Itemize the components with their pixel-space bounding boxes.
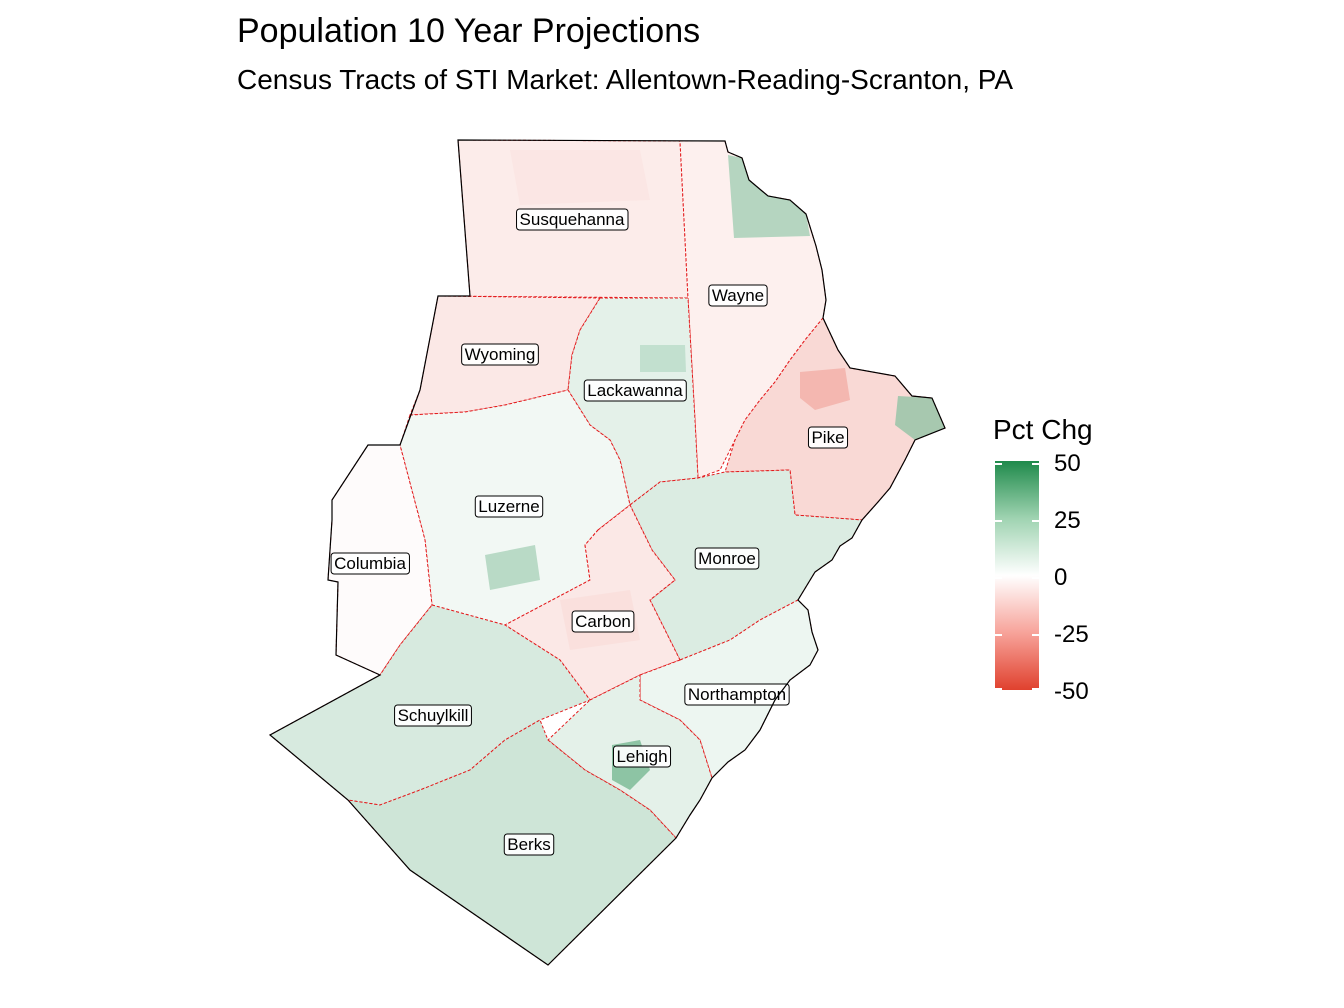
county-label-text: Berks xyxy=(507,835,550,854)
tract-shading-patch xyxy=(640,345,686,372)
legend-tick-mark xyxy=(995,634,1002,636)
county-label-berks: Berks xyxy=(503,833,555,856)
county-label-box xyxy=(694,547,760,570)
tract-shading-patch xyxy=(485,545,540,590)
legend-tick-mark xyxy=(1032,688,1039,690)
legend-color-bar xyxy=(995,461,1039,690)
county-label-text: Carbon xyxy=(575,612,631,631)
county-label-box xyxy=(708,284,768,307)
legend-tick-mark xyxy=(1032,520,1039,522)
county-label-text: Columbia xyxy=(334,554,406,573)
county-label-box xyxy=(516,208,629,231)
county-label-text: Lehigh xyxy=(616,747,667,766)
tract-shading-patch xyxy=(800,368,850,410)
county-label-text: Wayne xyxy=(712,286,764,305)
tract-shading-patch xyxy=(510,150,650,205)
county-label-box xyxy=(807,426,849,449)
county-label-text: Monroe xyxy=(698,549,756,568)
legend-tick-mark xyxy=(995,688,1002,690)
county-label-text: Susquehanna xyxy=(520,210,625,229)
county-label-text: Lackawanna xyxy=(587,381,683,400)
legend-tick-mark xyxy=(995,577,1002,579)
map-title: Population 10 Year Projections xyxy=(237,12,701,50)
county-label-box xyxy=(394,704,472,727)
county-label-schuylkill: Schuylkill xyxy=(394,704,472,727)
county-label-text: Northampton xyxy=(688,685,786,704)
county-label-columbia: Columbia xyxy=(330,552,410,575)
county-label-pike: Pike xyxy=(807,426,849,449)
county-label-susquehanna: Susquehanna xyxy=(516,208,629,231)
county-label-text: Pike xyxy=(811,428,844,447)
region-outline xyxy=(268,139,946,966)
county-label-luzerne: Luzerne xyxy=(474,495,544,518)
county-label-box xyxy=(612,745,672,768)
legend-tick-mark xyxy=(1032,634,1039,636)
county-label-box xyxy=(571,610,635,633)
county-label-text: Schuylkill xyxy=(398,706,469,725)
county-label-text: Luzerne xyxy=(478,497,539,516)
map-subtitle: Census Tracts of STI Market: Allentown-R… xyxy=(237,64,1014,95)
legend-tick-label: 25 xyxy=(1054,507,1081,534)
county-label-wyoming: Wyoming xyxy=(461,343,539,366)
legend-tick-mark xyxy=(995,520,1002,522)
county-label-lackawanna: Lackawanna xyxy=(583,379,687,402)
legend-tick-mark xyxy=(1032,577,1039,579)
legend-tick-label: 50 xyxy=(1054,450,1081,477)
county-label-monroe: Monroe xyxy=(694,547,760,570)
county-label-carbon: Carbon xyxy=(571,610,635,633)
tract-shading-patch xyxy=(895,396,945,440)
legend-tick-label: -50 xyxy=(1054,678,1089,705)
county-label-box xyxy=(583,379,687,402)
county-label-box xyxy=(503,833,555,856)
legend-tick-mark xyxy=(1032,463,1039,465)
county-label-box xyxy=(461,343,539,366)
county-label-lehigh: Lehigh xyxy=(612,745,672,768)
legend-tick-label: -25 xyxy=(1054,621,1089,648)
county-label-box xyxy=(684,683,790,706)
legend-tick-label: 0 xyxy=(1054,564,1068,591)
county-label-text: Wyoming xyxy=(465,345,536,364)
county-label-northampton: Northampton xyxy=(684,683,790,706)
legend-title: Pct Chg xyxy=(993,414,1093,445)
county-label-box xyxy=(474,495,544,518)
county-label-box xyxy=(330,552,410,575)
legend-tick-mark xyxy=(995,463,1002,465)
county-label-wayne: Wayne xyxy=(708,284,768,307)
